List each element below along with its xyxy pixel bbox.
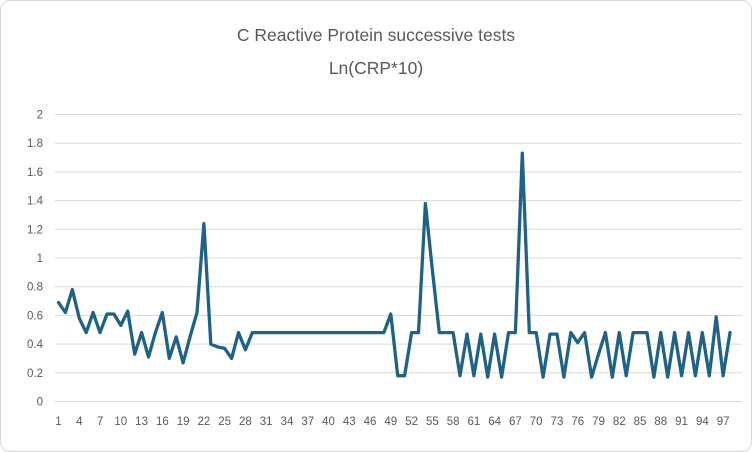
x-axis-tick-label: 85 bbox=[634, 416, 647, 428]
x-axis-tick-label: 43 bbox=[343, 416, 356, 428]
x-axis-tick-label: 64 bbox=[488, 416, 501, 428]
x-axis-tick-label: 91 bbox=[675, 416, 688, 428]
x-axis-tick-label: 73 bbox=[551, 416, 564, 428]
y-axis-tick-label: 0 bbox=[37, 397, 43, 409]
y-axis-tick-label: 0.6 bbox=[27, 310, 43, 322]
y-axis-tick-label: 2 bbox=[37, 110, 43, 122]
x-axis-tick-label: 31 bbox=[260, 416, 273, 428]
x-axis-tick-label: 55 bbox=[426, 416, 439, 428]
x-axis-tick-label: 88 bbox=[654, 416, 667, 428]
x-axis-tick-label: 97 bbox=[717, 416, 730, 428]
x-axis-tick-label: 13 bbox=[135, 416, 148, 428]
x-axis-tick-label: 1 bbox=[55, 416, 61, 428]
y-axis-tick-label: 0.8 bbox=[27, 282, 43, 294]
y-axis-tick-label: 1.6 bbox=[27, 167, 43, 179]
x-axis-tick-label: 40 bbox=[322, 416, 335, 428]
crp-series-line bbox=[56, 151, 732, 379]
x-axis-tick-label: 49 bbox=[384, 416, 397, 428]
y-axis-tick-label: 1.8 bbox=[27, 138, 43, 150]
x-axis-tick-label: 16 bbox=[156, 416, 169, 428]
y-axis-tick-label: 1.4 bbox=[27, 196, 44, 208]
x-axis-tick-label: 25 bbox=[218, 416, 231, 428]
chart-title-line1: C Reactive Protein successive tests bbox=[236, 25, 516, 45]
y-axis-tick-label: 1 bbox=[37, 253, 43, 265]
x-axis-tick-label: 52 bbox=[405, 416, 418, 428]
x-axis-tick-label: 22 bbox=[197, 416, 210, 428]
x-axis-tick-label: 46 bbox=[364, 416, 377, 428]
x-axis-tick-label: 67 bbox=[509, 416, 522, 428]
chart-title: C Reactive Protein successive tests Ln(C… bbox=[1, 19, 751, 85]
chart-title-line2: Ln(CRP*10) bbox=[328, 58, 424, 78]
x-axis-tick-label: 76 bbox=[571, 416, 584, 428]
x-axis-tick-label: 58 bbox=[447, 416, 460, 428]
x-axis-tick-label: 70 bbox=[530, 416, 543, 428]
x-axis-tick-label: 19 bbox=[177, 416, 190, 428]
x-axis-tick-label: 7 bbox=[97, 416, 103, 428]
x-axis-tick-label: 34 bbox=[281, 416, 294, 428]
x-axis-tick-label: 82 bbox=[613, 416, 626, 428]
x-axis-tick-label: 61 bbox=[467, 416, 480, 428]
x-axis-tick-label: 4 bbox=[76, 416, 83, 428]
y-axis-tick-label: 0.4 bbox=[27, 339, 44, 351]
x-axis-tick-label: 10 bbox=[114, 416, 127, 428]
y-axis-tick-label: 1.2 bbox=[27, 224, 43, 236]
x-axis-tick-label: 94 bbox=[696, 416, 709, 428]
x-axis-tick-label: 28 bbox=[239, 416, 252, 428]
x-axis-tick-label: 37 bbox=[301, 416, 314, 428]
y-axis-tick-label: 0.2 bbox=[27, 368, 43, 380]
x-axis-tick-label: 79 bbox=[592, 416, 605, 428]
